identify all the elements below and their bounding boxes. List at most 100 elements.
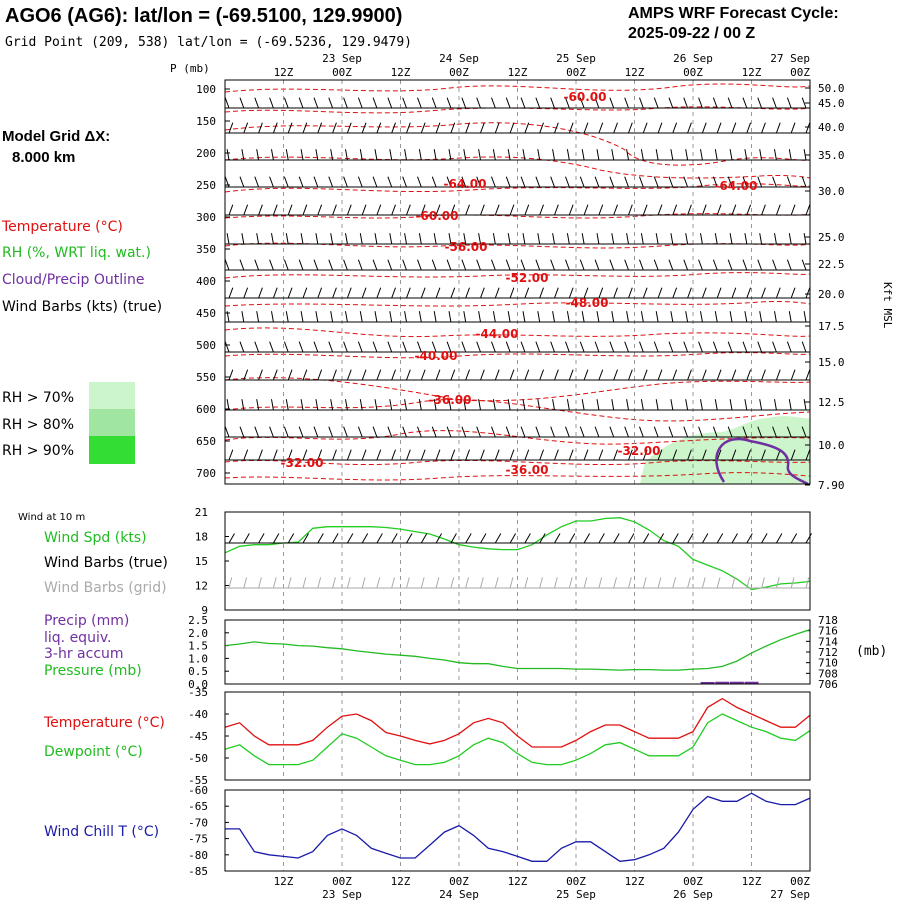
model-grid-value: 8.000 km: [12, 149, 75, 166]
p-tick-label: 300: [196, 211, 216, 224]
barb-row: [225, 369, 811, 381]
y-tick-label: 1.5: [188, 640, 208, 653]
p-tick-label: 350: [196, 243, 216, 256]
legend-wind-speed: Wind Spd (kts): [44, 530, 147, 546]
y2-tick-label: 718: [818, 614, 838, 627]
y-tick-label: -80: [188, 849, 208, 862]
barb-row: [225, 204, 811, 216]
y2-tick-label: 714: [818, 635, 838, 648]
top-hour-label: 12Z: [391, 66, 411, 79]
bottom-date-label: 26 Sep: [673, 888, 713, 900]
series-line: [224, 517, 811, 591]
y-tick-label: -50: [188, 752, 208, 765]
temperature-contour-12: [224, 398, 811, 422]
kft-tick-label: 35.0: [818, 149, 845, 162]
legend-rh70: RH > 70%: [2, 390, 74, 406]
y-tick-label: 9: [201, 604, 208, 617]
bottom-hour-label: 00Z: [790, 875, 810, 888]
barb-row-path: [225, 577, 810, 589]
bottom-hour-label: 12Z: [274, 875, 294, 888]
kft-tick-label: 10.0: [818, 439, 845, 452]
barb-row: [225, 122, 811, 134]
bottom-hour-label: 12Z: [391, 875, 411, 888]
barb-row-path: [225, 204, 811, 216]
kft-tick-label: 30.0: [818, 185, 845, 198]
barb-row-path: [225, 399, 810, 411]
y-tick-label: -35: [188, 686, 208, 699]
legend-rh: RH (%, WRT liq. wat.): [2, 245, 151, 261]
temperature-contour-15: [224, 472, 811, 481]
y-tick-label: 21: [195, 506, 208, 519]
legend-dewpoint: Dewpoint (°C): [44, 744, 143, 760]
legend-barbs-true: Wind Barbs (true): [44, 555, 168, 571]
pressure-unit: (mb): [856, 644, 887, 659]
y-tick-label: 1.0: [188, 652, 208, 665]
temperature-contour-8: [224, 300, 811, 307]
kft-tick-label: 12.5: [818, 396, 845, 409]
top-hour-label: 12Z: [508, 66, 528, 79]
y-tick-label: -40: [188, 708, 208, 721]
barb-row: [224, 259, 810, 271]
top-hour-label: 00Z: [683, 66, 703, 79]
kft-tick-label: 7.90: [818, 479, 845, 492]
temperature-label: -60.00: [416, 209, 459, 223]
y-tick-label: -45: [188, 730, 208, 743]
legend-rh80: RH > 80%: [2, 417, 74, 433]
barb-row-path: [225, 122, 811, 134]
top-hour-label: 00Z: [790, 66, 810, 79]
top-hour-label: 00Z: [449, 66, 469, 79]
barb-row-path: [225, 449, 811, 461]
legend-wind-barbs: Wind Barbs (kts) (true): [2, 299, 162, 315]
kft-tick-label: 22.5: [818, 258, 845, 271]
p-tick-label: 150: [196, 115, 216, 128]
temperature-contour-5: [224, 213, 811, 219]
barb-row: [224, 97, 810, 109]
y2-tick-label: 716: [818, 625, 838, 638]
p-tick-label: 100: [196, 83, 216, 96]
bottom-date-label: 25 Sep: [556, 888, 596, 900]
p-tick-label: 450: [196, 307, 216, 320]
kft-tick-label: 45.0: [818, 97, 845, 110]
temperature-contour-0: [224, 83, 811, 93]
top-date-label: 23 Sep: [322, 52, 362, 65]
y-tick-label: 0.5: [188, 665, 208, 678]
temperature-contour-7: [224, 272, 811, 279]
temperature-label: -48.00: [566, 296, 609, 310]
p-tick-label: 550: [196, 371, 216, 384]
y-tick-label: 15: [195, 555, 208, 568]
temperature-label: -44.00: [476, 327, 519, 341]
series-line: [224, 697, 811, 748]
temperature-contour-13: [224, 430, 811, 445]
legend-precip-1: Precip (mm): [44, 613, 129, 629]
top-hour-label: 12Z: [274, 66, 294, 79]
top-hour-label: 00Z: [332, 66, 352, 79]
y-tick-label: 0.0: [188, 678, 208, 691]
temperature-label: -64.00: [444, 177, 487, 191]
y2-tick-label: 712: [818, 646, 838, 659]
temperature-contour-4: [224, 183, 811, 193]
station-title: AGO6 (AG6): lat/lon = (-69.5100, 129.990…: [5, 5, 402, 27]
barb-row-path: [224, 426, 810, 438]
bottom-date-label: 27 Sep: [770, 888, 810, 900]
p-tick-label: 650: [196, 435, 216, 448]
forecast-cycle-value: 2025-09-22 / 00 Z: [628, 25, 755, 42]
y-tick-label: 18: [195, 531, 208, 544]
p-tick-label: 500: [196, 339, 216, 352]
temperature-label: -40.00: [415, 349, 458, 363]
barb-row: [225, 449, 811, 461]
y-tick-label: -55: [188, 774, 208, 787]
panel-0: 21 18 15 12 9: [195, 506, 812, 617]
rh-70-region: [640, 416, 810, 484]
temperature-label: -56.00: [445, 240, 488, 254]
lower-panels: 2118151292.52.01.51.00.50.07187167147127…: [188, 506, 838, 878]
bottom-hour-label: 12Z: [625, 875, 645, 888]
y-tick-label: -60: [188, 784, 208, 797]
legend-precip-3: 3-hr accum: [44, 646, 124, 662]
barb-row-path: [224, 97, 810, 109]
legend-temperature-2: Temperature (°C): [43, 715, 165, 731]
barb-row-path: [225, 233, 810, 245]
temperature-contours: [224, 83, 811, 481]
panel-frame: [224, 619, 811, 685]
panel-2: -35 -40 -45 -50 -55: [188, 686, 811, 787]
